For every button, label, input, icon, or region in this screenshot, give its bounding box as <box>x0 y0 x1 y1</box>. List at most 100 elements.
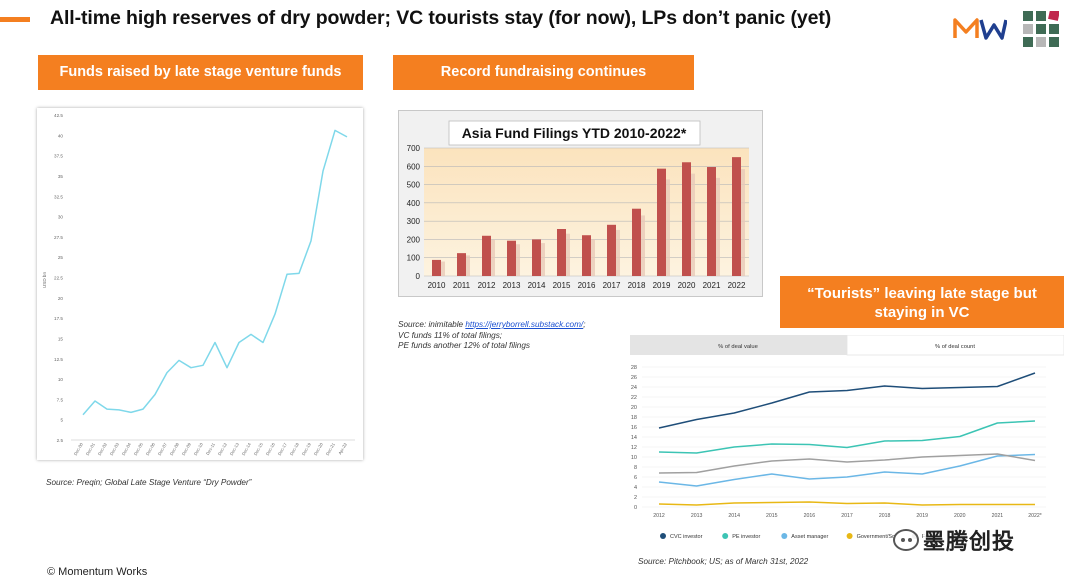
funds-raised-banner: Funds raised by late stage venture funds <box>38 55 363 90</box>
deal-count-chart-panel: % of deal value% of deal count 0 2 4 6 8 10 12 1… <box>630 334 1065 540</box>
dry-powder-series-line <box>82 129 348 416</box>
series-line <box>658 453 1036 487</box>
y-tick-label: 300 <box>407 217 421 226</box>
bar <box>507 240 516 276</box>
y-tick-label: 200 <box>407 235 421 244</box>
legend-marker <box>722 533 729 539</box>
y-tick-label: 32.5 <box>54 194 63 199</box>
series-line <box>658 420 1036 454</box>
y-tick-label: 22.5 <box>54 276 63 281</box>
dry-powder-line-chart: 2.5 5 7.5 10 12.5 15 17.5 20 22.5 25 27.5 30 32.5 35 3… <box>42 113 355 456</box>
y-tick-label: 12.5 <box>54 357 63 362</box>
x-tick-label: 2015 <box>766 513 778 519</box>
x-tick-label: 2021 <box>992 513 1004 519</box>
x-tick-label: Dec-01 <box>85 441 96 456</box>
logo-grid-icon <box>1023 11 1059 47</box>
series-line <box>658 453 1036 474</box>
x-tick-label: Dec-18 <box>289 441 300 456</box>
y-tick-label: 30 <box>58 215 64 220</box>
source-inimitable: Source: inimitable https://jerryborrell.… <box>398 320 638 352</box>
legend-label: Asset manager <box>791 534 828 540</box>
x-tick-label: 2021 <box>703 281 721 290</box>
x-tick-label: Dec-15 <box>253 441 264 456</box>
title-accent-bar <box>0 17 30 22</box>
y-tick-label: 20 <box>58 296 64 301</box>
y-tick-label: 18 <box>631 415 637 421</box>
y-tick-label: 600 <box>407 162 421 171</box>
record-fundraising-banner: Record fundraising continues <box>393 55 694 90</box>
y-tick-label: 5 <box>60 418 63 423</box>
y-tick-label: 40 <box>58 133 64 138</box>
slide-title: All-time high reserves of dry powder; VC… <box>50 7 832 29</box>
momentum-works-logo <box>953 18 1007 40</box>
x-tick-label: Dec-13 <box>229 441 240 456</box>
y-tick-label: 12 <box>631 445 637 451</box>
asia-fund-filings-bar-chart: Asia Fund Filings YTD 2010-2022* 0 100 200 3… <box>407 120 749 290</box>
y-tick-label: 400 <box>407 199 421 208</box>
y-tick-label: 6 <box>634 475 637 481</box>
y-tick-label: 15 <box>58 336 64 341</box>
series-line <box>658 501 1035 506</box>
bar <box>532 239 541 276</box>
y-tick-label: 2 <box>634 495 637 501</box>
x-tick-label: Dec-12 <box>217 441 228 456</box>
x-tick-label: 2020 <box>678 281 696 290</box>
deal-count-line-chart: % of deal value% of deal count0246810121… <box>630 334 1065 540</box>
x-tick-label: 2017 <box>603 281 621 290</box>
x-tick-label: 2022 <box>728 281 746 290</box>
dry-powder-chart-panel: 2.5 5 7.5 10 12.5 15 17.5 20 22.5 25 27.5 30 32.5 35 3… <box>37 108 363 460</box>
bar <box>557 229 566 276</box>
y-tick-label: 10 <box>58 377 64 382</box>
y-tick-label: 10 <box>631 455 637 461</box>
copyright-text: © Momentum Works <box>47 566 148 578</box>
legend-marker <box>781 533 788 539</box>
legend-marker <box>846 533 853 539</box>
x-tick-label: Dec-11 <box>205 441 216 456</box>
substack-link[interactable]: https://jerryborrell.substack.com/ <box>465 320 584 329</box>
y-tick-label: 700 <box>407 144 421 153</box>
x-tick-label: 2014 <box>728 513 740 519</box>
x-tick-label: Dec-21 <box>325 441 336 456</box>
x-tick-label: 2010 <box>428 281 446 290</box>
x-tick-label: Dec-00 <box>73 441 84 456</box>
x-tick-label: Apr-22 <box>337 441 348 455</box>
x-tick-label: Dec-14 <box>241 441 252 456</box>
x-tick-label: 2014 <box>528 281 546 290</box>
x-tick-label: 2011 <box>453 281 471 290</box>
chart-title: Asia Fund Filings YTD 2010-2022* <box>462 125 687 141</box>
x-tick-label: Dec-04 <box>121 441 132 456</box>
y-tick-label: 7.5 <box>57 397 64 402</box>
x-tick-label: 2016 <box>804 513 816 519</box>
y-tick-label: 28 <box>631 365 637 371</box>
asia-fund-filings-panel: Asia Fund Filings YTD 2010-2022* 0 100 200 3… <box>398 110 763 297</box>
tab-deal-value-label: % of deal value <box>718 344 758 350</box>
y-tick-label: 17.5 <box>54 316 63 321</box>
bar <box>607 224 616 276</box>
chart-title-box <box>448 120 701 146</box>
tab-deal-value <box>630 335 847 355</box>
source-inimitable-prefix: Source: inimitable <box>398 320 466 329</box>
y-tick-label: 8 <box>634 465 637 471</box>
y-tick-label: 24 <box>631 385 637 391</box>
y-tick-label: 26 <box>631 375 637 381</box>
y-tick-label: 100 <box>407 254 421 263</box>
y-tick-label: 35 <box>58 174 64 179</box>
y-tick-label: 14 <box>631 435 637 441</box>
x-tick-label: 2013 <box>691 513 703 519</box>
watermark: 墨腾创投 <box>893 524 1016 556</box>
bar <box>432 259 441 276</box>
x-tick-label: 2020 <box>954 513 966 519</box>
y-tick-label: 0 <box>634 505 637 511</box>
y-tick-label: 16 <box>631 425 637 431</box>
x-tick-label: Dec-07 <box>157 441 168 456</box>
bar <box>582 235 591 276</box>
tourists-banner: “Tourists” leaving late stage but stayin… <box>780 276 1064 328</box>
wechat-icon <box>893 529 919 551</box>
series-line <box>658 372 1036 429</box>
y-tick-label: 0 <box>416 272 421 281</box>
bar <box>707 167 716 276</box>
y-tick-label: 22 <box>631 395 637 401</box>
x-tick-label: 2012 <box>478 281 496 290</box>
x-tick-label: Dec-06 <box>145 441 156 456</box>
source-pe-note: PE funds another 12% of total filings <box>398 341 530 350</box>
